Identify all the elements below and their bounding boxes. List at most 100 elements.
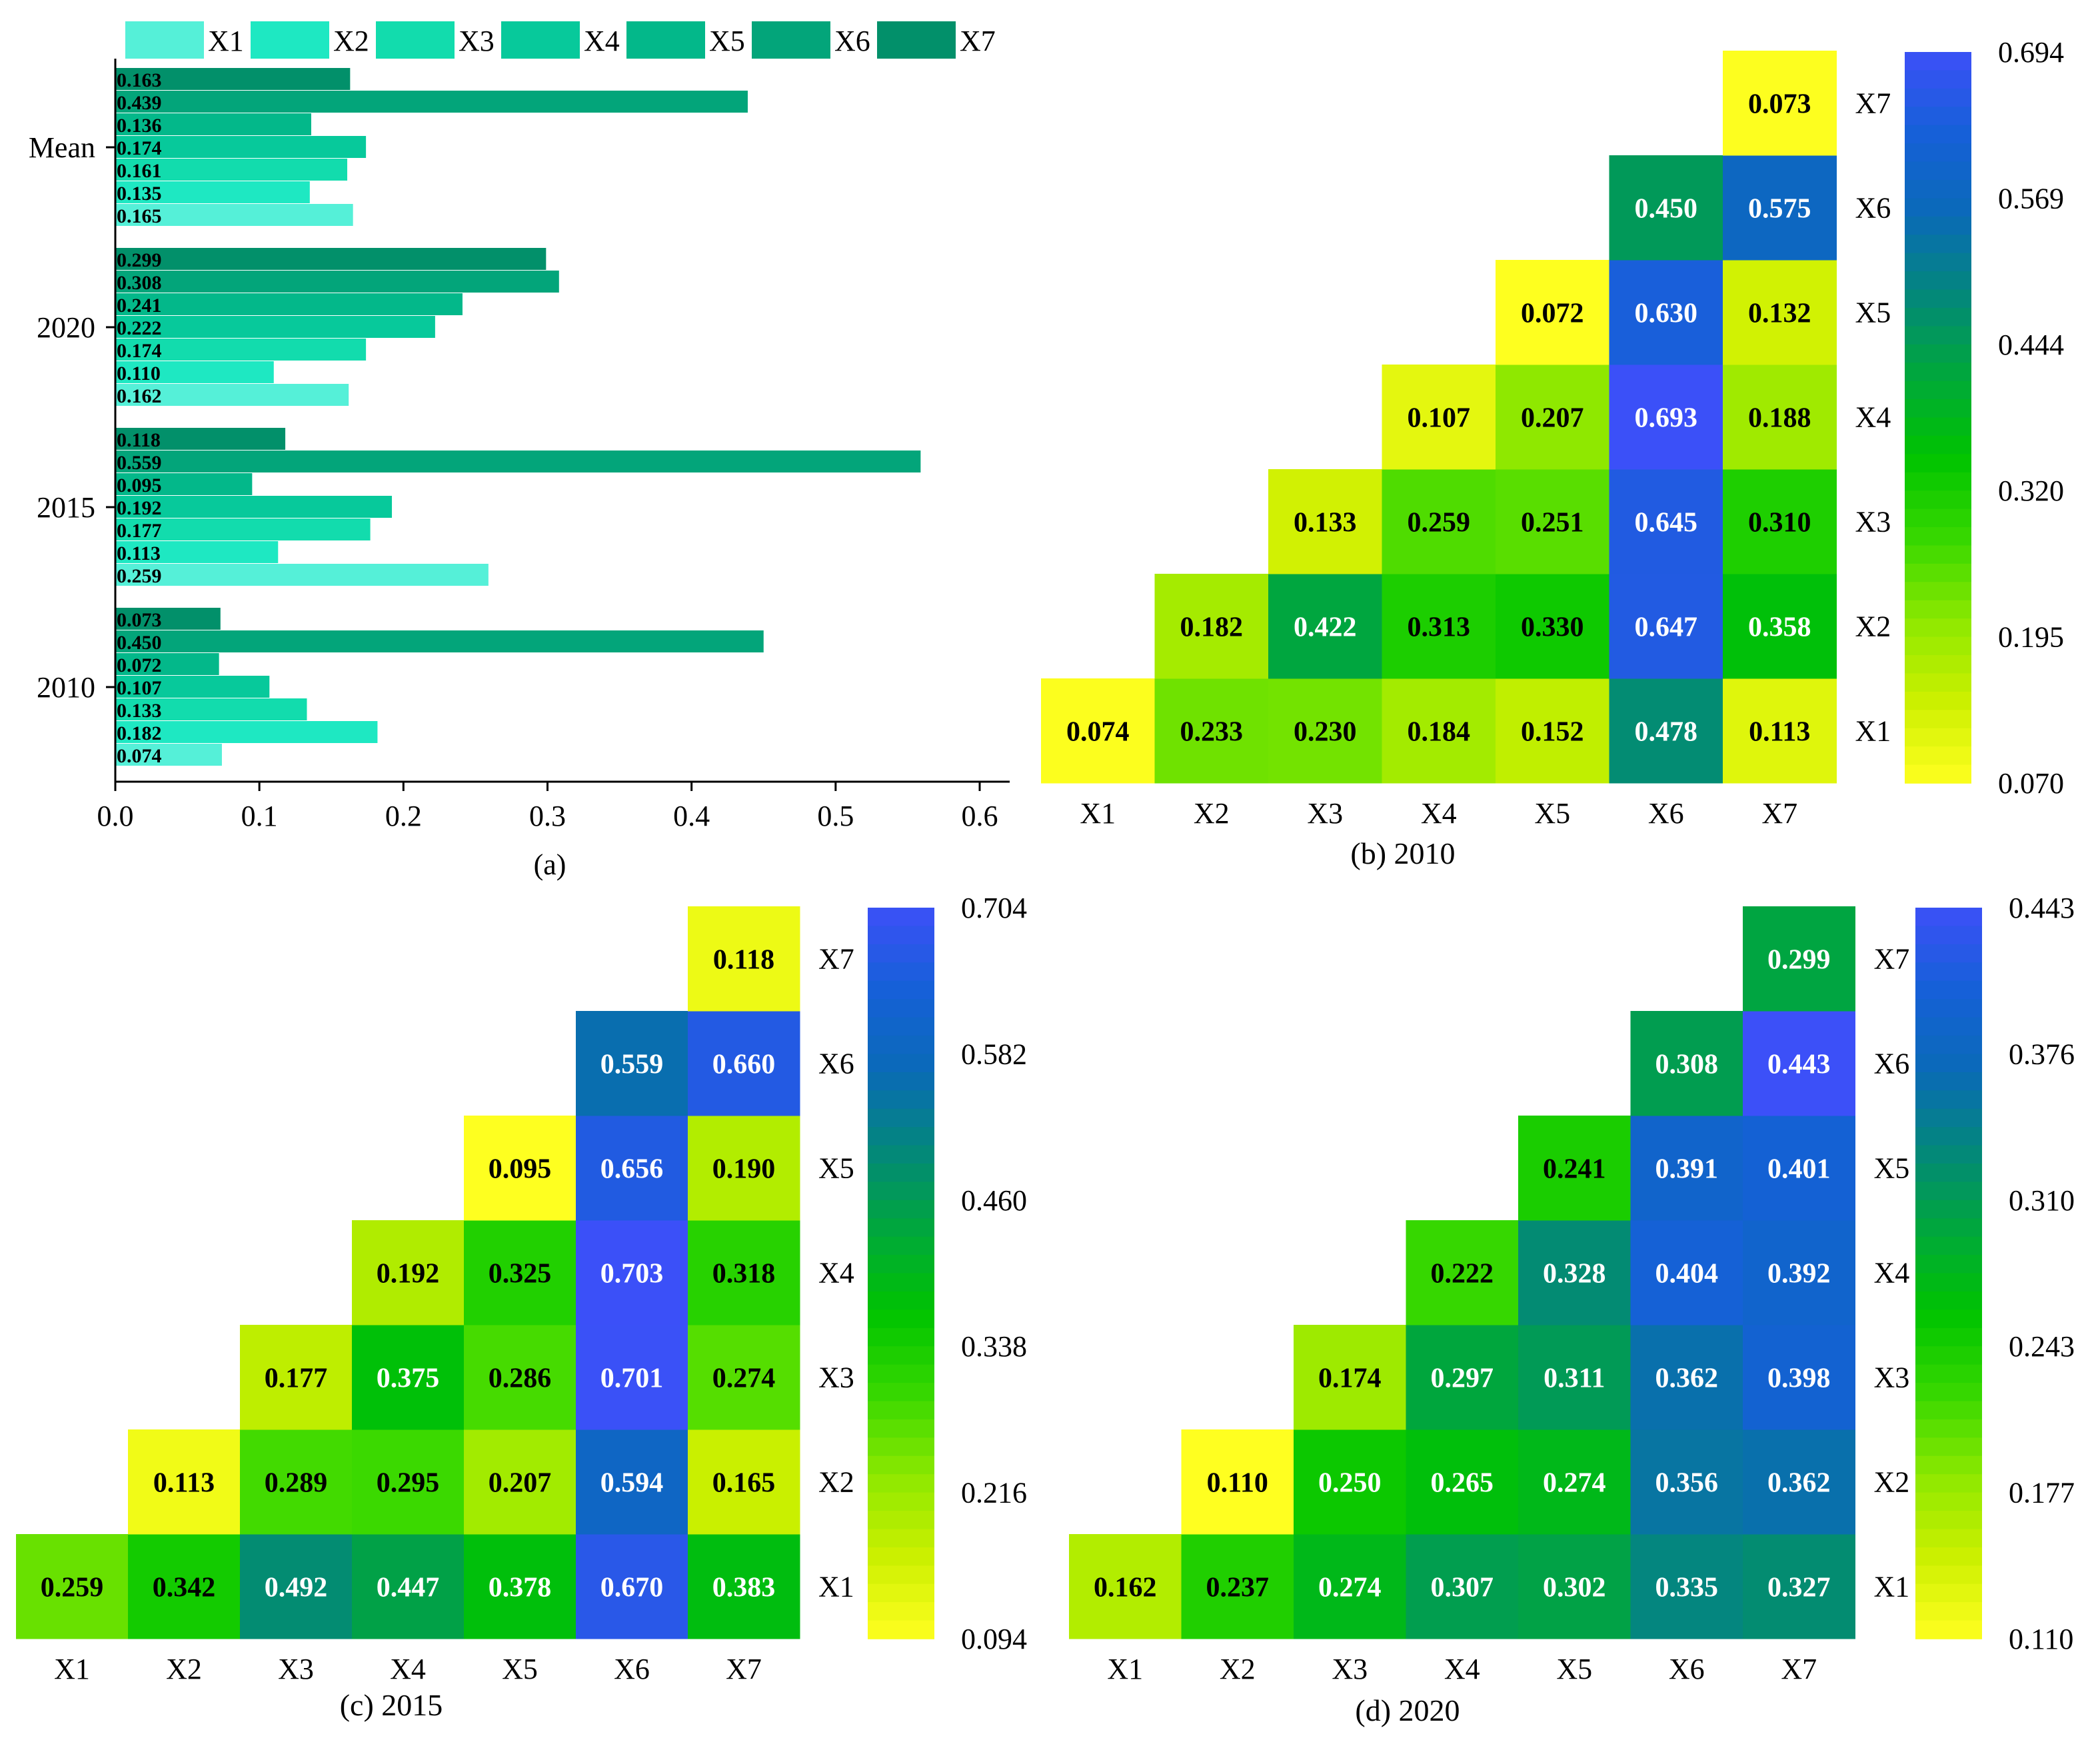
x-axis-label: X3 (278, 1653, 314, 1685)
x-axis-label: X4 (1421, 797, 1457, 830)
heatmap-cell-value: 0.656 (600, 1154, 664, 1185)
colorbar-tick-label: 0.460 (961, 1184, 1027, 1217)
heatmap-cell-value: 0.647 (1635, 612, 1698, 643)
heatmap-cell (1743, 1011, 1855, 1116)
heatmap-cell (576, 1534, 688, 1639)
heatmap-cell-value: 0.095 (489, 1154, 552, 1185)
x-axis-label: X2 (1220, 1653, 1256, 1685)
x-axis-label: X7 (1781, 1653, 1817, 1685)
heatmap-cell (352, 1534, 465, 1639)
colorbar-segment (1915, 1309, 1982, 1329)
y-axis-label: X7 (1855, 87, 1891, 120)
legend-label-x1: X1 (208, 25, 244, 57)
heatmap-cell (1382, 574, 1496, 679)
heatmap-cell (1294, 1429, 1406, 1535)
heatmap-cell (1069, 1534, 1182, 1639)
heatmap-cell (352, 1429, 465, 1535)
bar-value-label: 0.439 (117, 92, 162, 114)
x-tick-label: 0.2 (385, 800, 422, 832)
heatmap-cell-value: 0.192 (377, 1259, 440, 1290)
colorbar-segment (868, 1273, 934, 1292)
heatmap-cell (352, 1220, 465, 1325)
heatmap-cell-value: 0.330 (1521, 612, 1584, 643)
bar-x6-mean (115, 91, 748, 113)
heatmap-cell-value: 0.594 (600, 1468, 664, 1499)
heatmap-cell (688, 906, 800, 1012)
colorbar-segment (1905, 70, 1971, 89)
bar-x3-2010 (115, 698, 307, 720)
bar-x6-2020 (115, 271, 559, 293)
heatmap-cell-value: 0.113 (1749, 717, 1810, 748)
x-axis-label: X4 (1444, 1653, 1480, 1685)
colorbar-tick-label: 0.338 (961, 1330, 1027, 1363)
heatmap-cell (1609, 574, 1723, 679)
heatmap-cell (1406, 1429, 1519, 1535)
bar-value-label: 0.161 (117, 160, 162, 182)
colorbar-segment (1915, 1620, 1982, 1639)
heatmap-cell-value: 0.074 (1066, 717, 1130, 748)
bar-x5-2020 (115, 293, 463, 315)
heatmap-cell-value: 0.118 (713, 945, 774, 976)
colorbar-segment (868, 1346, 934, 1365)
heatmap-cells: 0.162 0.237 0.274 0.307 0.302 0.335 0.327 0.110… (1069, 906, 1855, 1639)
heatmap-cell (1181, 1429, 1294, 1535)
y-axis-label: X7 (1874, 943, 1910, 976)
heatmap-cell (688, 1534, 800, 1639)
colorbar-segment (1905, 508, 1971, 528)
colorbar-segment (1905, 435, 1971, 455)
heatmap-cell (128, 1429, 241, 1535)
y-axis-label: X5 (1855, 297, 1891, 329)
heatmap-cell-value: 0.230 (1294, 717, 1357, 748)
colorbar-segment (1915, 1291, 1982, 1311)
heatmap-cell (1723, 678, 1837, 784)
colorbar-segment (1905, 764, 1971, 784)
bar-value-label: 0.113 (117, 542, 161, 564)
colorbar-segment (1915, 1565, 1982, 1585)
heatmap-cell-value: 0.362 (1767, 1468, 1831, 1499)
heatmap-cell (1518, 1429, 1631, 1535)
heatmap-cell-value: 0.492 (265, 1573, 328, 1603)
colorbar-segment (868, 1511, 934, 1530)
heatmap-cell (1630, 1325, 1743, 1430)
heatmap-cell (576, 1220, 688, 1325)
heatmap-cell (688, 1325, 800, 1430)
heatmap-cell (576, 1116, 688, 1221)
colorbar-segment (1915, 1236, 1982, 1256)
heatmap-cell (1294, 1325, 1406, 1430)
colorbar-segment (868, 1145, 934, 1164)
heatmap-cell-value: 0.701 (600, 1363, 664, 1394)
bar-x5-2010 (115, 653, 219, 675)
y-axis-label: X5 (1874, 1152, 1910, 1185)
heatmap-cell (1496, 469, 1609, 574)
heatmap-cell-value: 0.107 (1408, 403, 1471, 434)
colorbar-segment (1905, 618, 1971, 638)
colorbar-segment (868, 1565, 934, 1585)
x-axis-label: X2 (1194, 797, 1230, 830)
colorbar: 0.443 0.376 0.310 0.243 0.177 0.110 (1915, 892, 2075, 1655)
colorbar-segment (868, 980, 934, 1000)
colorbar-segment (1905, 563, 1971, 583)
x-tick-label: 0.0 (97, 800, 134, 832)
colorbar-segment (1915, 1455, 1982, 1475)
colorbar-segment (1905, 253, 1971, 272)
heatmap-cell-value: 0.289 (265, 1468, 328, 1499)
colorbar-segment (1915, 962, 1982, 982)
y-axis-label: X4 (1855, 401, 1891, 434)
colorbar-segment (868, 1401, 934, 1420)
heatmap-2020-panel: 0.162 0.237 0.274 0.307 0.302 0.335 0.327 0.110… (1069, 892, 2075, 1727)
heatmap-cell (1154, 678, 1269, 784)
heatmap-cell (688, 1011, 800, 1116)
colorbar-segment (1915, 1108, 1982, 1128)
x-axis-label: X6 (1648, 797, 1684, 830)
colorbar-segment (1905, 454, 1971, 473)
colorbar-segment (1905, 472, 1971, 491)
legend-swatch-x4 (501, 21, 580, 59)
colorbar-segment (1905, 326, 1971, 345)
colorbar-segment (1915, 1200, 1982, 1220)
heatmap-cell-value: 0.325 (489, 1259, 552, 1290)
bar-value-label: 0.308 (117, 272, 162, 294)
y-tick-label: 2010 (37, 671, 95, 704)
bar-x1-mean (115, 204, 353, 226)
colorbar-segment (868, 1364, 934, 1383)
heatmap-cell (1496, 574, 1609, 679)
